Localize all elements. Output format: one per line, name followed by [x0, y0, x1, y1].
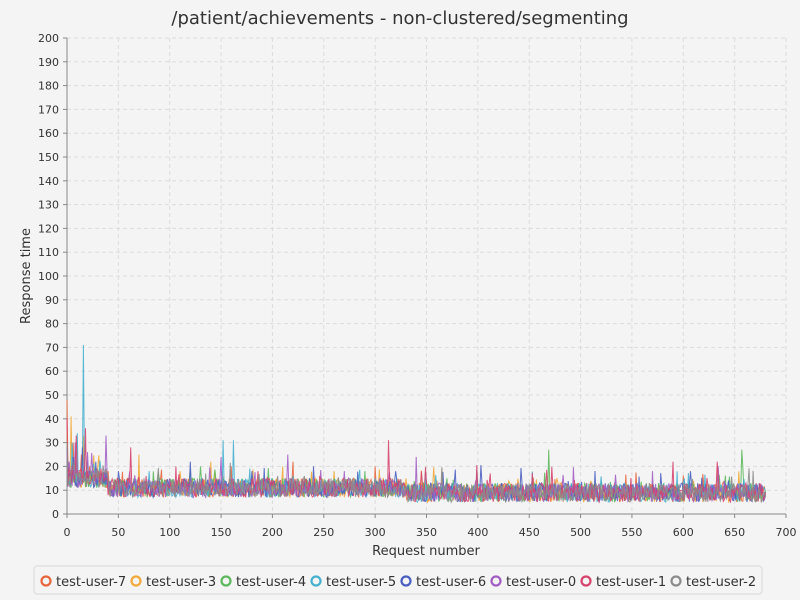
y-tick-label: 90 — [45, 294, 59, 307]
x-tick-label: 100 — [159, 526, 180, 539]
y-tick-label: 150 — [38, 151, 59, 164]
legend-entry: test-user-2 — [686, 575, 756, 590]
legend-entry: test-user-5 — [326, 575, 396, 590]
legend-marker — [220, 575, 232, 587]
legend-marker — [400, 575, 412, 587]
grid-lines — [67, 37, 787, 514]
y-tick-label: 180 — [38, 80, 59, 93]
y-tick-label: 110 — [38, 246, 59, 259]
x-tick-label: 650 — [724, 526, 745, 539]
y-tick-label: 30 — [45, 437, 59, 450]
y-axis-label: Response time — [19, 228, 34, 324]
legend-marker — [580, 575, 592, 587]
x-tick-label: 400 — [467, 526, 488, 539]
legend-entry: test-user-3 — [146, 575, 216, 590]
x-tick-label: 0 — [64, 526, 71, 539]
legend: test-user-7 test-user-3 test-user-4 test-us… — [33, 565, 763, 595]
y-tick-label: 0 — [52, 508, 59, 521]
x-tick-label: 600 — [673, 526, 694, 539]
legend-entry: test-user-0 — [506, 575, 576, 590]
legend-box — [33, 565, 763, 595]
x-tick-label: 450 — [519, 526, 540, 539]
y-tick-label: 190 — [38, 56, 59, 69]
y-tick-label: 130 — [38, 199, 59, 212]
x-tick-label: 300 — [365, 526, 386, 539]
legend-marker — [130, 575, 142, 587]
y-tick-label: 200 — [38, 32, 59, 45]
x-axis-label: Request number — [372, 544, 480, 559]
legend-entry: test-user-4 — [236, 575, 306, 590]
x-tick-label: 550 — [621, 526, 642, 539]
y-tick-label: 50 — [45, 389, 59, 402]
chart-title: /patient/achievements - non-clustered/se… — [171, 8, 628, 29]
x-tick-label: 50 — [111, 526, 125, 539]
axes: 0 10 20 30 40 50 60 70 80 90 100 110 120 130 140 150 160… — [38, 32, 797, 539]
y-tick-label: 100 — [38, 270, 59, 283]
legend-entry: test-user-1 — [596, 575, 666, 590]
y-tick-label: 40 — [45, 413, 59, 426]
y-tick-label: 140 — [38, 175, 59, 188]
x-tick-label: 700 — [776, 526, 797, 539]
x-tick-label: 350 — [416, 526, 437, 539]
legend-entry: test-user-7 — [56, 575, 126, 590]
y-tick-label: 10 — [45, 484, 59, 497]
y-tick-label: 70 — [45, 341, 59, 354]
y-tick-label: 60 — [45, 365, 59, 378]
legend-marker — [670, 575, 682, 587]
y-tick-label: 160 — [38, 127, 59, 140]
x-tick-label: 250 — [313, 526, 334, 539]
legend-marker — [40, 575, 52, 587]
x-tick-label: 150 — [211, 526, 232, 539]
legend-marker — [310, 575, 322, 587]
series-group — [66, 344, 766, 504]
legend-entry: test-user-6 — [416, 575, 486, 590]
y-tick-label: 170 — [38, 103, 59, 116]
legend-marker — [490, 575, 502, 587]
series-line-test-user-2 — [66, 442, 766, 504]
y-tick-label: 20 — [45, 460, 59, 473]
x-tick-label: 500 — [570, 526, 591, 539]
y-tick-label: 80 — [45, 318, 59, 331]
series-line-test-user-1 — [66, 418, 766, 504]
y-tick-label: 120 — [38, 222, 59, 235]
x-tick-label: 200 — [262, 526, 283, 539]
